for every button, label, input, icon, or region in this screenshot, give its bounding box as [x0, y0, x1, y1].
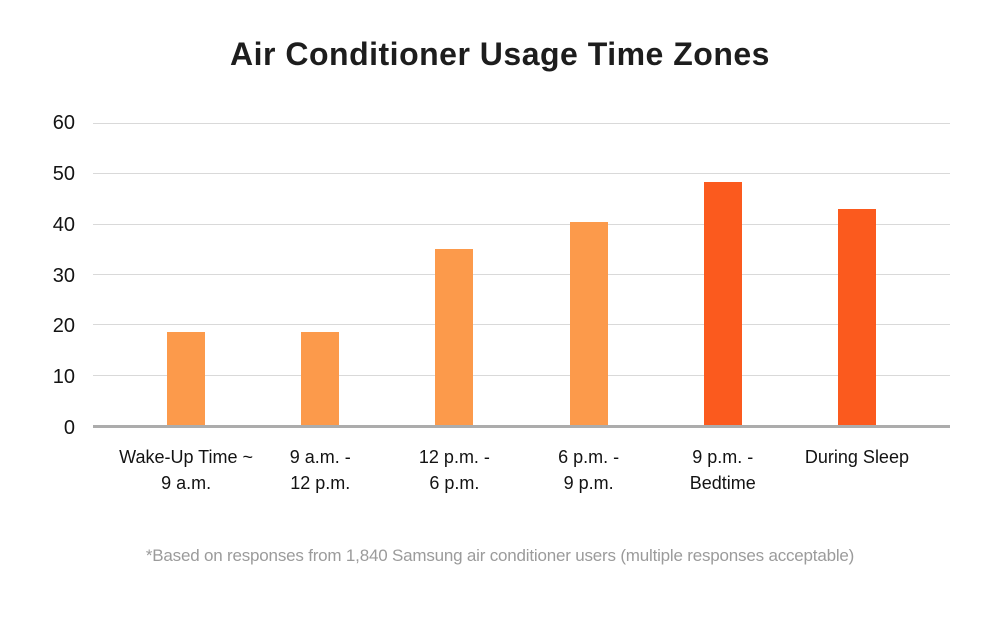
bar-4: [569, 222, 608, 425]
gridline-30: [93, 274, 950, 275]
x-label-line: 9 a.m.: [161, 473, 212, 493]
x-axis-labels: Wake-Up Time ~ 9 a.m. 9 a.m. - 12 p.m. 12 p.…: [93, 444, 950, 496]
bar-slot-1: [119, 123, 253, 425]
plot-area: [93, 123, 950, 428]
bar-2: [301, 331, 340, 425]
x-label-line: 12 p.m. -: [418, 447, 490, 467]
x-label-line: 9 a.m. -: [289, 447, 351, 467]
gridline-20: [93, 324, 950, 326]
bar-slot-2: [253, 123, 387, 425]
y-tick-label-30: 30: [52, 264, 75, 287]
bar-slot-4: [522, 123, 656, 425]
gridline-10: [93, 374, 950, 376]
y-tick-label-50: 50: [52, 162, 75, 185]
chart-title: Air Conditioner Usage Time Zones: [230, 36, 770, 72]
x-label-line: Bedtime: [689, 473, 756, 493]
x-label-line: During Sleep: [804, 447, 909, 467]
bar-1: [167, 331, 206, 425]
bar-slot-3: [387, 123, 521, 425]
x-label-4: 6 p.m. - 9 p.m.: [522, 444, 656, 496]
gridline-60: [93, 123, 950, 124]
y-tick-label-0: 0: [63, 417, 75, 439]
x-label-line: 6 p.m. -: [558, 447, 620, 467]
y-tick-label-40: 40: [52, 213, 75, 236]
x-label-line: 12 p.m.: [290, 473, 351, 493]
bar-slot-5: [656, 123, 790, 425]
y-tick-label-20: 20: [52, 315, 75, 338]
gridline-50: [93, 173, 950, 175]
x-label-6: During Sleep: [790, 444, 924, 496]
y-tick-label-60: 60: [52, 112, 75, 134]
gridline-40: [93, 223, 950, 225]
y-tick-label-10: 10: [52, 366, 75, 389]
bar-slot-6: [790, 123, 924, 425]
x-label-2: 9 a.m. - 12 p.m.: [253, 444, 387, 496]
x-label-3: 12 p.m. - 6 p.m.: [387, 444, 521, 496]
bar-6: [837, 208, 876, 425]
footnote: *Based on responses from 1,840 Samsung a…: [145, 546, 855, 565]
bar-5: [703, 181, 742, 425]
y-axis: 0 10 20 30 40 50 60: [0, 113, 75, 438]
bar-3: [435, 248, 474, 425]
x-label-line: 9 p.m. -: [692, 447, 754, 467]
x-label-line: Wake-Up Time ~: [119, 447, 254, 467]
x-label-1: Wake-Up Time ~ 9 a.m.: [119, 444, 253, 496]
x-label-5: 9 p.m. - Bedtime: [656, 444, 790, 496]
x-label-line: 6 p.m.: [429, 473, 480, 493]
x-label-line: 9 p.m.: [563, 473, 614, 493]
bars-row: [93, 123, 950, 425]
